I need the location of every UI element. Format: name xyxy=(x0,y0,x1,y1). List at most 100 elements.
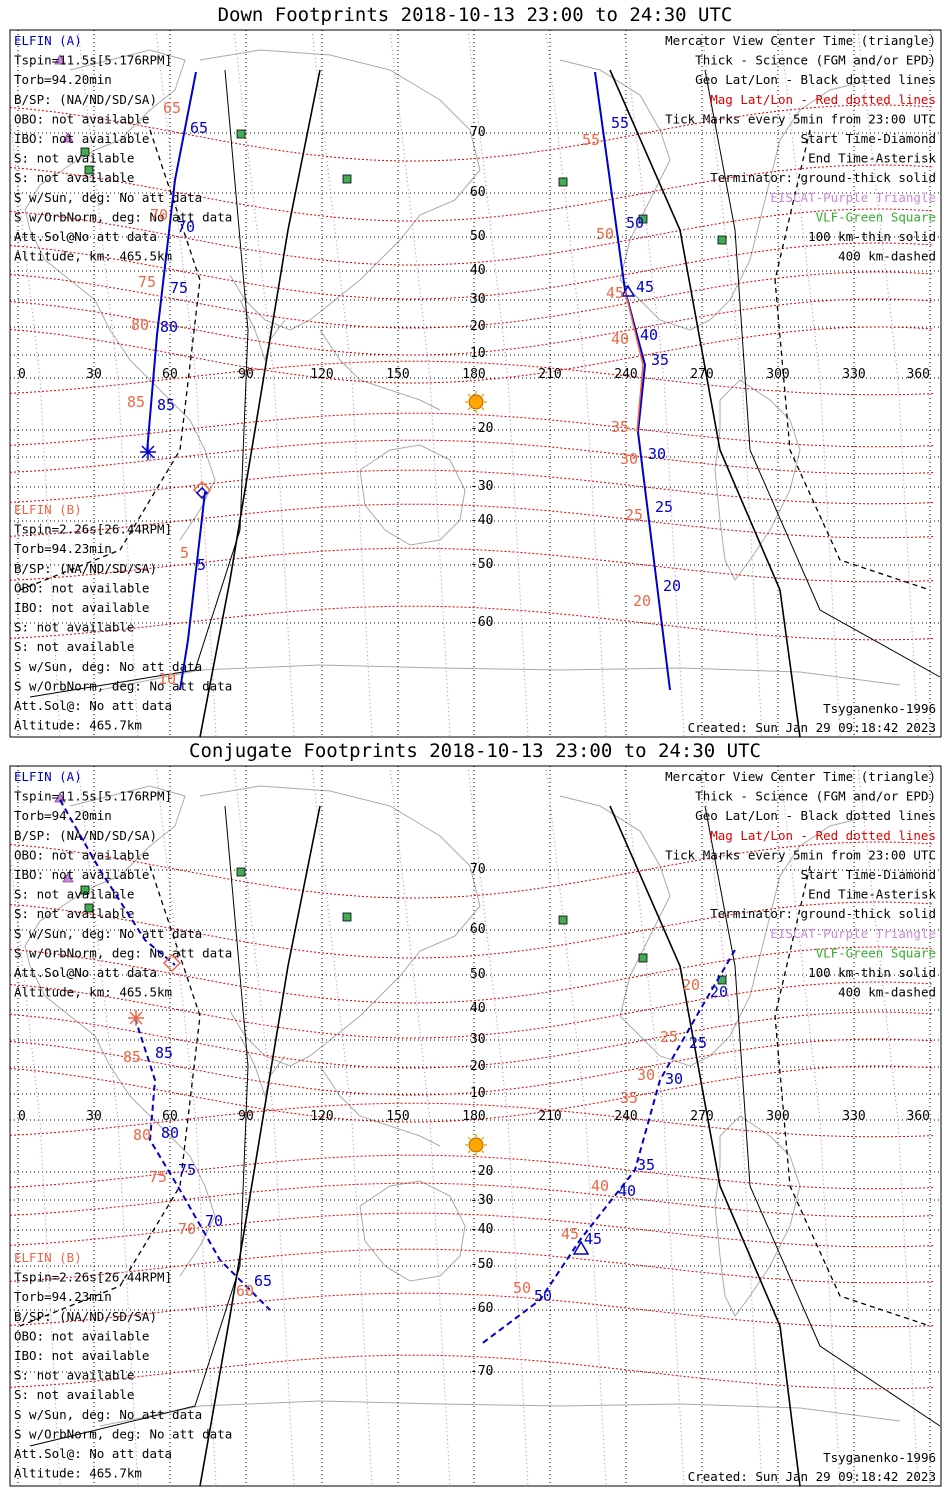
longitude-label: 240 xyxy=(614,1109,637,1124)
elfin-b-down-track-west xyxy=(179,491,206,691)
elfin-a-info-line: S: not available xyxy=(14,887,134,902)
vlf-green-square-icon xyxy=(342,912,352,922)
mag-parallel xyxy=(10,164,935,222)
longitude-label: 60 xyxy=(162,1109,178,1124)
elfin-a-conj-track-west xyxy=(134,1017,271,1311)
elfin-b-info-line: S w/Sun, deg: No att data xyxy=(14,659,202,674)
elfin-a-info: ELFIN (A) Tspin=11.5s[5.176RPM] Torb=94.20… xyxy=(14,33,232,264)
elfin-a-info-line: OBO: not available xyxy=(14,111,149,126)
sun-ray xyxy=(481,1136,485,1140)
longitude-label: 90 xyxy=(238,1109,254,1124)
legend-entry: Thick - Science (FGM and/or EPD) xyxy=(695,53,936,68)
latitude-label: -60 xyxy=(470,1301,493,1316)
elfin-a-info-line: Torb=94.20min xyxy=(14,72,112,87)
elfin-a-info-line: Altitude, km: 465.5km xyxy=(14,985,172,1000)
elfin-b-info-line: S w/OrbNorm, deg: No att data xyxy=(14,1426,232,1441)
vlf-stations xyxy=(80,867,727,985)
terminator-400km-west xyxy=(19,865,201,1327)
elfin-a-info-line: Torb=94.20min xyxy=(14,808,112,823)
latitude-label: 20 xyxy=(470,319,486,334)
elfin-a-info-line: B/SP: (NA/ND/SD/SA) xyxy=(14,828,157,843)
model-label: Tsyganenko-1996 xyxy=(823,701,936,716)
elfin-b-info-line: S w/Sun, deg: No att data xyxy=(14,1407,202,1422)
longitude-label: 180 xyxy=(462,1109,485,1124)
elfin-a-down: 65 70 75 80 85 55 50 45 40 35 30 25 20 xyxy=(157,114,681,595)
latitude-label: -70 xyxy=(470,1364,493,1379)
coastline xyxy=(24,49,216,541)
elfin-a-down-tick-label: 85 xyxy=(157,396,175,414)
elfin-a-conj-tick-label: 75 xyxy=(178,1161,196,1179)
vlf-green-square-icon xyxy=(80,885,90,895)
latitude-labels: 70 60 50 40 30 20 10 -20 -30 -40 -50 -60 xyxy=(470,125,493,630)
latitude-label: 20 xyxy=(470,1059,486,1074)
longitude-label: 120 xyxy=(310,1109,333,1124)
eiscat-stations xyxy=(54,54,74,143)
elfin-a-down-track-east xyxy=(594,71,671,691)
elfin-a-conj-tick-label: 80 xyxy=(161,1124,179,1142)
end-time-asterisk-icon xyxy=(140,444,156,460)
mag-meridian xyxy=(311,30,373,737)
longitude-label: 180 xyxy=(462,367,485,382)
latitude-label: 30 xyxy=(470,1032,486,1047)
elfin-b-conj-tick-label: 50 xyxy=(513,1279,531,1297)
vlf-green-square-icon xyxy=(558,915,568,925)
terminator-100km-west xyxy=(29,69,249,698)
vlf-green-square-icon xyxy=(84,903,94,913)
elfin-a-conj-track-northwest xyxy=(59,799,176,966)
elfin-b-info: ELFIN (B) Tspin=2.26s[26.44RPM] Torb=94.23… xyxy=(14,502,232,733)
elfin-b-info-line: S: not available xyxy=(14,1387,134,1402)
legend-entry: Geo Lat/Lon - Black dotted lines xyxy=(695,72,936,87)
elfin-b-conj-tick-label: 70 xyxy=(178,1220,196,1238)
latitude-label: -20 xyxy=(470,421,493,436)
elfin-b-conj-tick-label: 20 xyxy=(682,976,700,994)
elfin-a-down-tick-label: 30 xyxy=(648,445,666,463)
geo-grid xyxy=(10,766,941,1486)
mag-parallel xyxy=(10,360,935,396)
mag-meridian xyxy=(389,30,451,737)
mag-parallel xyxy=(10,1154,935,1190)
elfin-b-down-tick-label: 85 xyxy=(127,393,145,411)
credits: Tsyganenko-1996 Created: Sun Jan 29 09:18… xyxy=(688,1450,936,1484)
elfin-a-down-tick-label: 45 xyxy=(636,278,654,296)
latitude-label: -40 xyxy=(470,1222,493,1237)
longitude-label: 300 xyxy=(766,367,789,382)
longitude-label: 330 xyxy=(842,1109,865,1124)
mag-parallel xyxy=(10,1011,935,1069)
vlf-green-square-icon xyxy=(236,867,246,877)
mag-meridian xyxy=(545,30,607,737)
longitude-label: 210 xyxy=(538,367,561,382)
elfin-a-conj-tick-label: 65 xyxy=(254,1272,272,1290)
longitude-label: 120 xyxy=(310,367,333,382)
center-time-triangle-icon xyxy=(572,1240,590,1255)
elfin-b-info-line: Torb=94.23min xyxy=(14,541,112,556)
elfin-b-info-line: S: not available xyxy=(14,1368,134,1383)
legend-entry: EISCAT-Purple Triangle xyxy=(770,926,936,941)
elfin-a-heading: ELFIN (A) xyxy=(14,769,82,784)
elfin-b-conj-tick-label: 30 xyxy=(637,1066,655,1084)
elfin-b-info-line: Att.Sol@: No att data xyxy=(14,698,172,713)
coastline xyxy=(199,785,481,1067)
sun-icon xyxy=(465,1134,487,1156)
conjugate-map-panel: 0 30 60 90 120 150 180 210 240 270 300 330 360 70 60 50… xyxy=(9,765,942,1487)
latitude-label: -30 xyxy=(470,1193,493,1208)
elfin-a-info: ELFIN (A) Tspin=11.5s[5.176RPM] Torb=94.20… xyxy=(14,769,232,1000)
elfin-b-info-line: Att.Sol@: No att data xyxy=(14,1446,172,1461)
latitude-label: 60 xyxy=(470,922,486,937)
credits: Tsyganenko-1996 Created: Sun Jan 29 09:18… xyxy=(688,701,936,735)
elfin-b-info-line: S w/OrbNorm, deg: No att data xyxy=(14,678,232,693)
elfin-a-info-line: S: not available xyxy=(14,906,134,921)
mag-meridian xyxy=(857,766,919,1486)
coastline xyxy=(99,664,901,691)
mag-parallel xyxy=(10,1212,935,1248)
terminator-100km-east xyxy=(704,805,941,1427)
mag-meridian xyxy=(545,766,607,1486)
elfin-b-info-line: S: not available xyxy=(14,620,134,635)
elfin-a-conj-tick-label: 45 xyxy=(584,1230,602,1248)
latitude-label: 10 xyxy=(470,346,486,361)
elfin-a-down-tick-label: 40 xyxy=(640,326,658,344)
sun-ray xyxy=(467,1136,471,1140)
sun-disc xyxy=(468,394,484,410)
elfin-a-info-line: IBO: not available xyxy=(14,131,149,146)
legend-entry: Terminator: ground-thick solid xyxy=(710,170,936,185)
